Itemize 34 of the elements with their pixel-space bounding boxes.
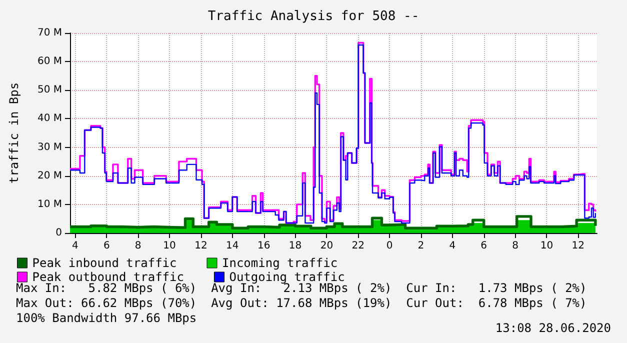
x-tick-label: 8 bbox=[134, 240, 142, 252]
y-tick-label: 50 M bbox=[37, 84, 62, 96]
legend-label: Outgoing traffic bbox=[229, 270, 345, 284]
x-tick-label: 10 bbox=[540, 240, 554, 252]
x-tick-label: 8 bbox=[512, 240, 518, 252]
text: 100% Bandwidth 97.66 MBps bbox=[16, 311, 197, 325]
x-tick-label: 4 bbox=[72, 240, 78, 252]
x-tick-label: 14 bbox=[226, 240, 239, 252]
text: Max Out: 66.62 MBps (70%) Avg Out: 17.68 MBps (19%) Cur Out: 6.78 MBps ( 7%) bbox=[16, 296, 587, 310]
legend-label: Peak inbound traffic bbox=[32, 256, 177, 270]
x-tick-label: 4 bbox=[449, 240, 456, 252]
legend-label: Peak outbound traffic bbox=[32, 270, 184, 284]
chart-title: Traffic Analysis for 508 -- bbox=[208, 9, 420, 24]
x-tick-label: 18 bbox=[288, 240, 302, 252]
y-tick-label: 70 M bbox=[37, 28, 62, 38]
x-tick-label: 16 bbox=[257, 240, 270, 252]
text: 13:08 28.06.2020 bbox=[495, 321, 611, 335]
x-tick-label: 0 bbox=[386, 240, 393, 252]
x-tick-label: 6 bbox=[480, 240, 488, 252]
y-axis-title: traffic in Bps bbox=[7, 82, 21, 184]
x-tick-label: 12 bbox=[194, 240, 208, 252]
y-tick-label: 60 M bbox=[37, 56, 62, 68]
legend-label: Incoming traffic bbox=[222, 256, 338, 270]
y-tick-label: 10 M bbox=[37, 198, 62, 210]
x-tick-label: 12 bbox=[572, 240, 585, 252]
y-tick-label: 30 M bbox=[37, 142, 62, 153]
y-tick-label: 20 M bbox=[37, 170, 62, 182]
x-tick-label: 2 bbox=[418, 240, 424, 252]
x-tick-label: 10 bbox=[163, 240, 176, 252]
x-tick-label: 20 bbox=[320, 240, 334, 252]
y-tick-label: 40 M bbox=[37, 113, 62, 124]
x-tick-label: 6 bbox=[103, 240, 110, 252]
y-tick-label: 0 bbox=[56, 228, 62, 238]
x-tick-label: 22 bbox=[352, 240, 364, 252]
